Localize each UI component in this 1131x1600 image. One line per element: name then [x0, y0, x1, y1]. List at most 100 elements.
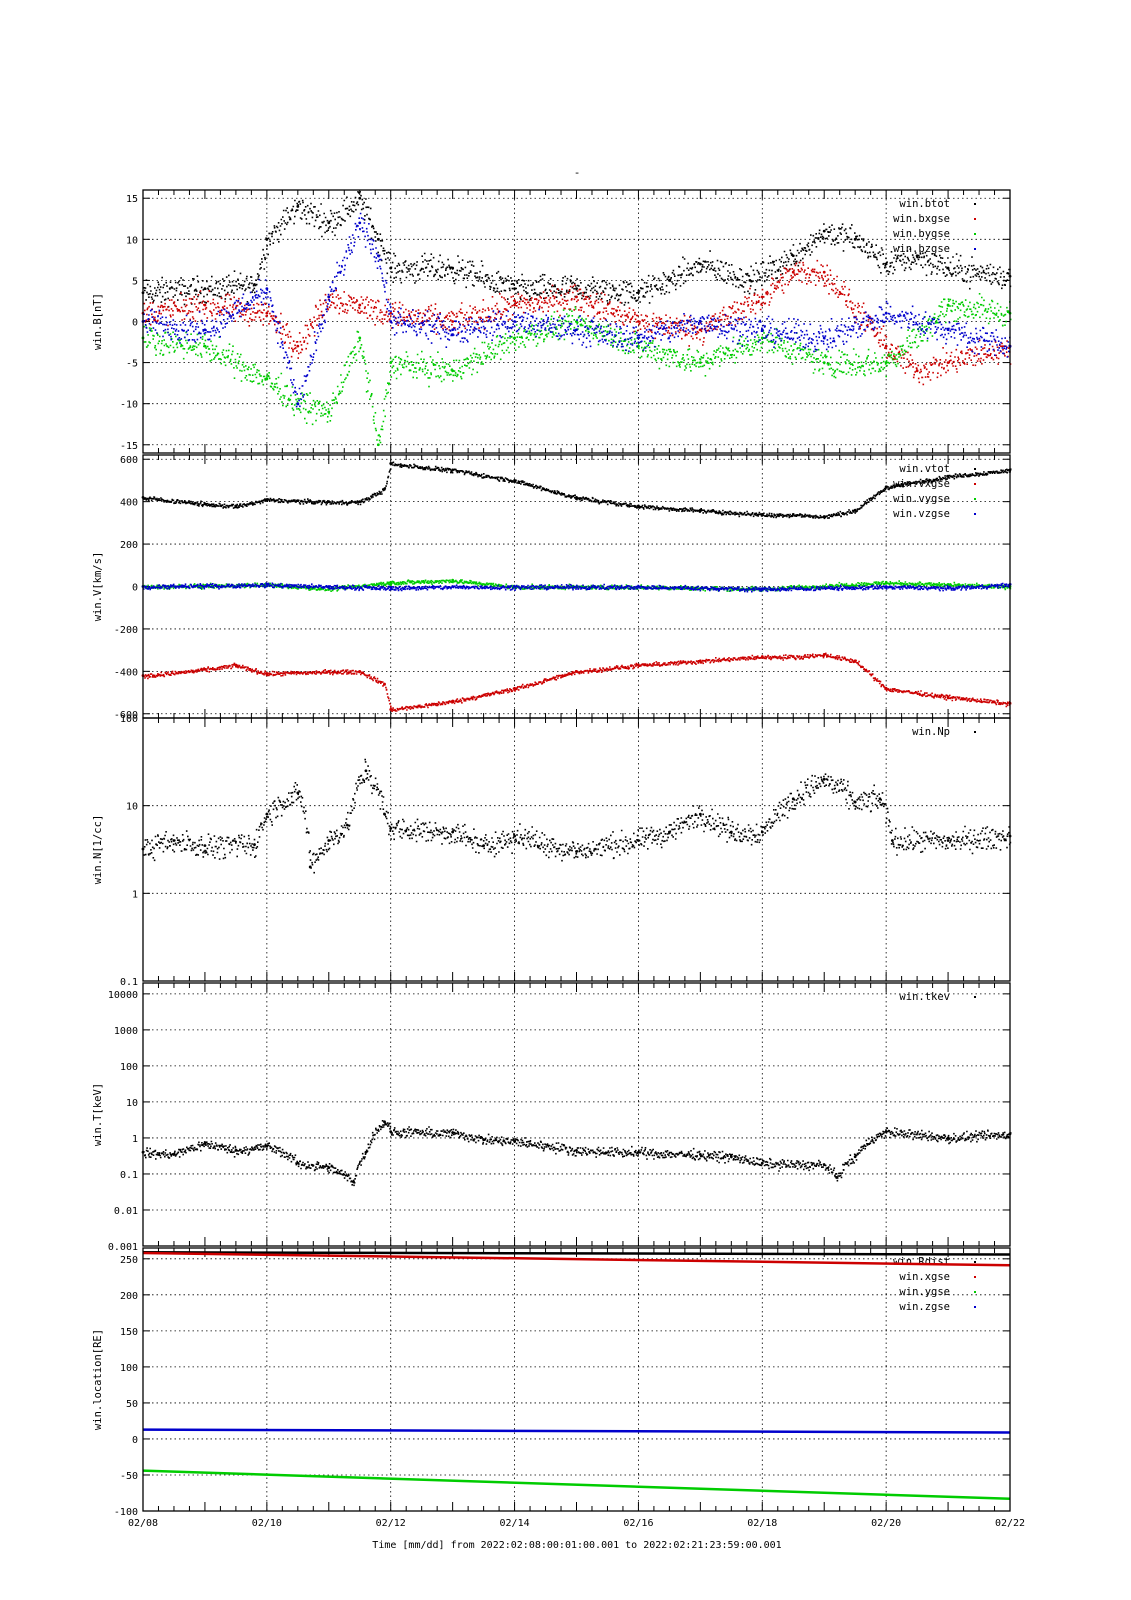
data-point [203, 844, 207, 848]
y-tick-label: -15 [120, 441, 138, 452]
x-tick-label: 02/20 [871, 1518, 901, 1529]
series-win.vxgse [141, 652, 1012, 712]
legend-marker [974, 513, 976, 515]
x-tick-label: 02/18 [747, 1518, 777, 1529]
series-line [142, 1251, 1011, 1267]
y-tick-label: -400 [114, 667, 138, 678]
legend-label: win.vtot [899, 463, 950, 475]
data-point [791, 270, 795, 274]
data-point [915, 254, 919, 258]
legend-label: win.bygse [893, 228, 950, 240]
y-tick-label: 10000 [108, 990, 138, 1001]
series-win.zgse [142, 1428, 1011, 1434]
series-win.vzgse [141, 582, 1012, 593]
series-win.bxgse [141, 259, 1012, 386]
legend-label: win.vzgse [893, 508, 950, 520]
y-tick-label: 0 [132, 318, 138, 329]
data-point [637, 336, 640, 340]
series-line [142, 1251, 1011, 1256]
data-point [389, 827, 393, 830]
legend-marker [974, 1261, 976, 1263]
data-point [358, 303, 362, 307]
y-tick-label: 0.1 [120, 977, 138, 988]
data-point [822, 777, 826, 781]
legend-label: win.bxgse [893, 213, 950, 225]
data-point [698, 262, 702, 266]
panel-4: 10000 1000 100 10 1 0.1 0.01 0.001 win.tkev win.T… [92, 982, 1012, 1253]
scatter-cloud [143, 1120, 1012, 1187]
panel-frame [142, 982, 1011, 1247]
data-point [327, 410, 331, 414]
series-line [142, 1428, 1011, 1434]
data-point [637, 320, 640, 323]
legend-label: win.xgse [899, 1271, 950, 1283]
panel-frame [142, 1247, 1011, 1512]
data-point [345, 823, 349, 827]
series-win.tkev [141, 1120, 1012, 1187]
series-win.Rdist [142, 1251, 1011, 1256]
legend-label: win.zgse [899, 1301, 950, 1313]
y-tick-label: 1000 [114, 1026, 138, 1037]
y-tick-label: 1 [132, 1134, 138, 1145]
legend-label: win.Np [912, 726, 950, 738]
legend-marker [974, 1291, 976, 1293]
scatter-cloud [143, 652, 1012, 712]
y-tick-label: -600 [114, 710, 138, 721]
legend-label: win.ygse [899, 1286, 950, 1298]
y-tick-label: 100 [120, 1062, 138, 1073]
data-point [822, 270, 826, 274]
y-tick-label: -200 [114, 625, 138, 636]
legend-marker [974, 1306, 976, 1308]
y-tick-label: 0.1 [120, 1170, 138, 1181]
y-axis-label: win.B[nT] [92, 293, 104, 350]
scatter-cloud [143, 582, 1012, 593]
y-tick-label: 200 [120, 540, 138, 551]
y-tick-label: 0 [132, 583, 138, 594]
y-tick-label: 400 [120, 498, 138, 509]
legend-label: win.vxgse [893, 478, 950, 490]
panel-frame [142, 189, 1011, 454]
y-tick-label: -100 [114, 1507, 138, 1518]
legend-marker [974, 731, 976, 733]
y-tick-label: 250 [120, 1255, 138, 1266]
data-point [389, 311, 393, 315]
data-point [637, 291, 640, 295]
y-axis-label: win.location[RE] [92, 1329, 104, 1430]
legend-label: win.bzgse [893, 243, 950, 255]
data-point [253, 843, 256, 846]
y-tick-label: 0.01 [114, 1206, 138, 1217]
legend-marker [974, 498, 976, 500]
data-point [296, 344, 300, 348]
y-tick-label: 50 [126, 1399, 138, 1410]
panel-2: 600 400 200 0 -200 -400 -600 win.vtot win.vxgse w… [92, 454, 1012, 721]
series-line [142, 1469, 1011, 1501]
legend-marker [974, 996, 976, 998]
y-tick-label: 10 [126, 802, 138, 813]
series-win.vtot [141, 461, 1012, 520]
data-point [890, 839, 894, 842]
data-point [513, 303, 516, 307]
y-axis-label: win.V[km/s] [92, 552, 104, 622]
data-point [358, 336, 362, 340]
data-point [760, 336, 764, 340]
data-point [946, 839, 950, 842]
scatter-cloud [143, 191, 1012, 308]
data-point [884, 311, 888, 315]
data-point [884, 344, 888, 348]
y-tick-label: 1 [132, 889, 138, 900]
x-tick-label: 02/14 [500, 1518, 530, 1529]
x-tick-label: 02/08 [128, 1518, 158, 1529]
legend-marker [974, 203, 976, 205]
legend-marker [974, 483, 976, 485]
data-point [451, 328, 455, 332]
x-tick-label: 02/10 [252, 1518, 282, 1529]
y-tick-label: 0 [132, 1435, 138, 1446]
legend-label: win.vygse [893, 493, 950, 505]
y-tick-label: -5 [126, 359, 138, 370]
scatter-cloud [143, 758, 1012, 874]
legend-label: win.Rdist [893, 1256, 950, 1268]
x-tick-label: 02/16 [623, 1518, 653, 1529]
legend-marker [974, 233, 976, 235]
x-tick-label: 02/22 [995, 1518, 1025, 1529]
